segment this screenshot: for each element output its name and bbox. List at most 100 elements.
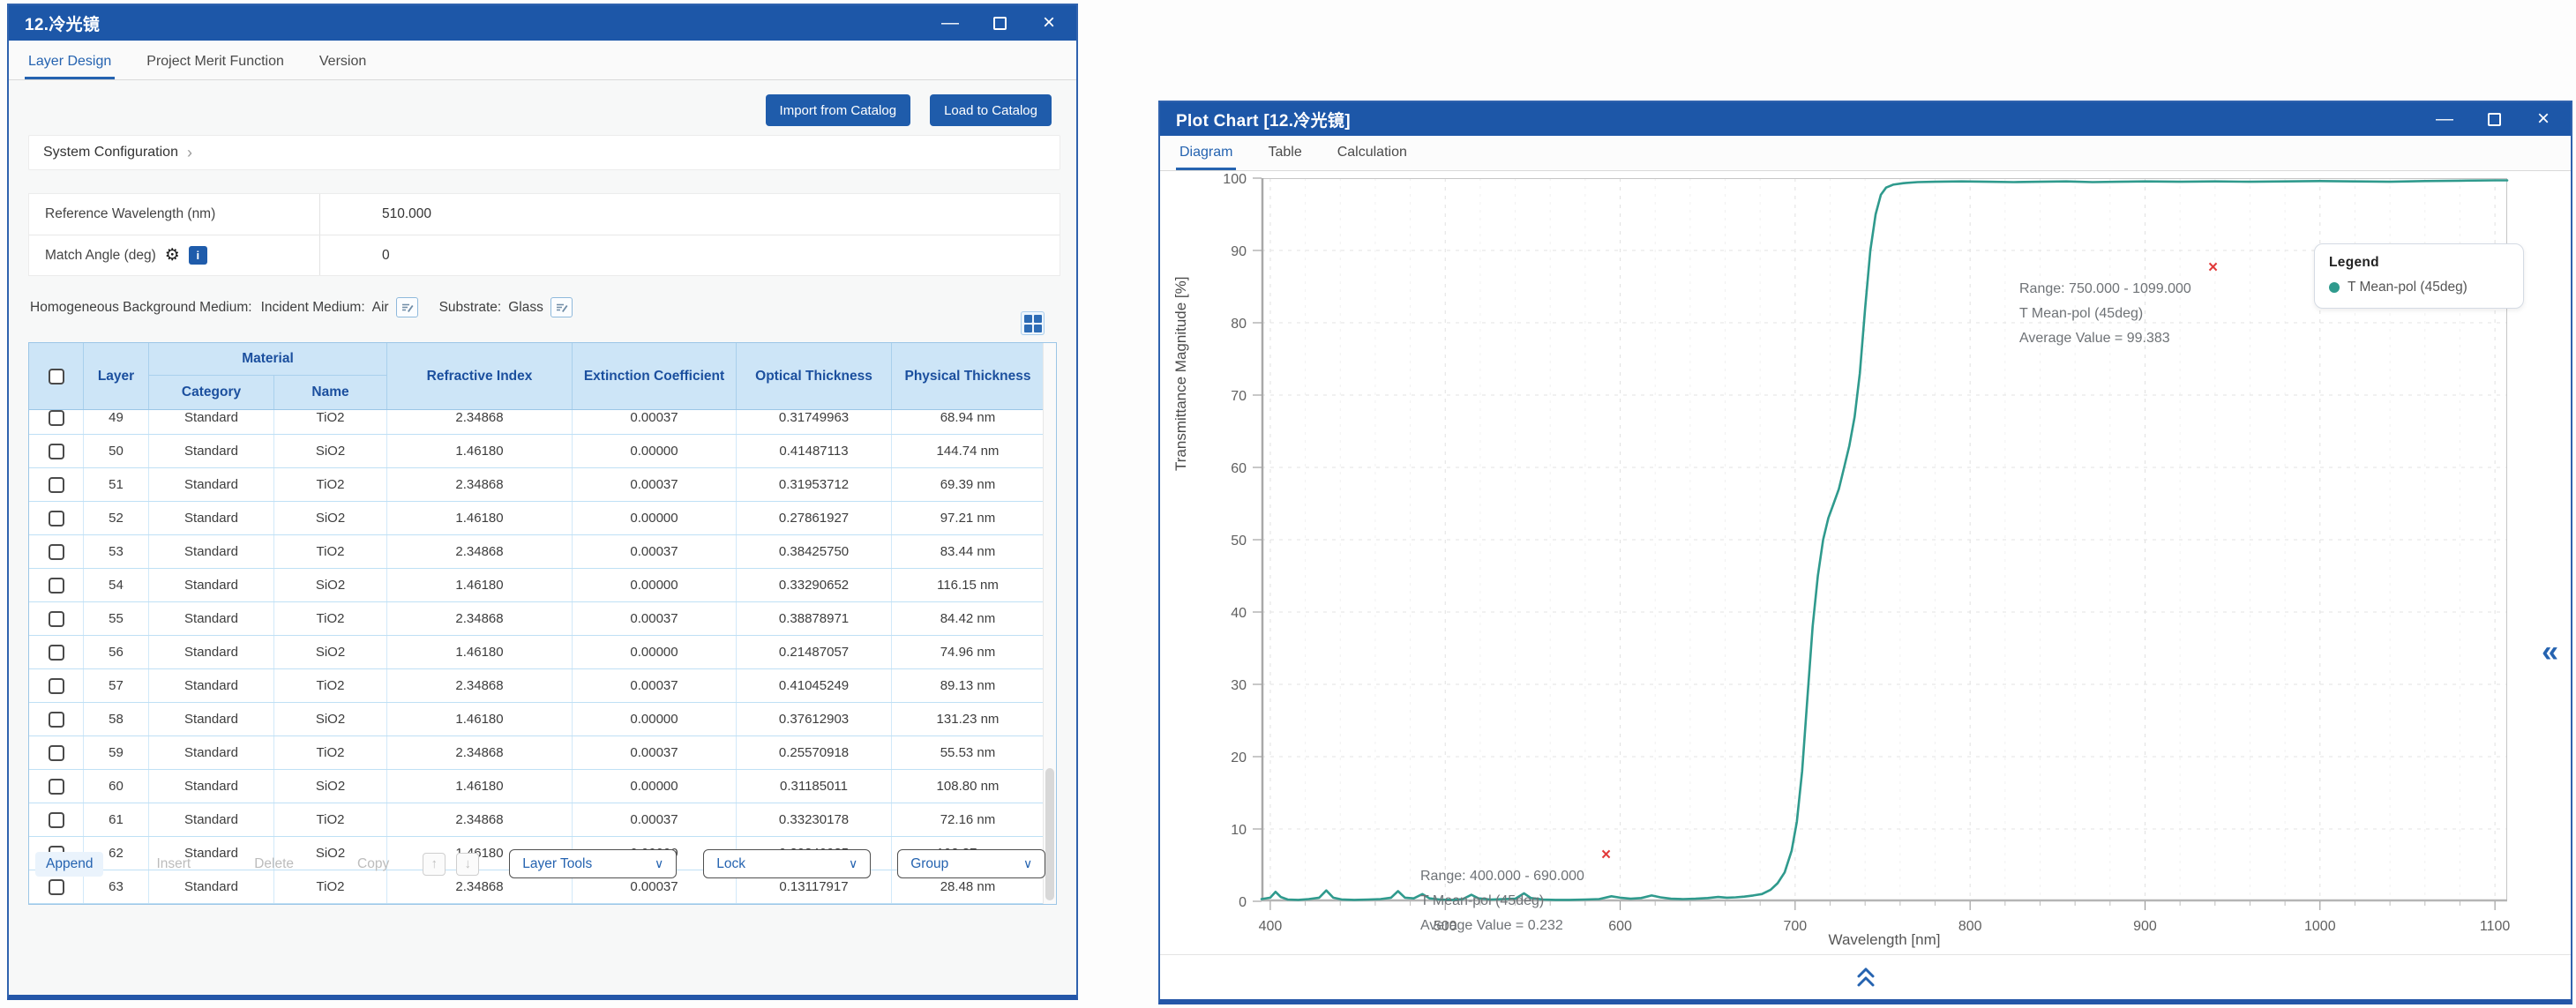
row-checkbox[interactable] [48,610,64,627]
minimize-icon[interactable]: — [2436,108,2453,129]
series-color-dot [2329,282,2340,293]
system-configuration-header[interactable]: System Configuration › [28,135,1060,170]
load-to-catalog-button[interactable]: Load to Catalog [930,94,1052,126]
table-row[interactable]: 60 Standard SiO2 1.46180 0.00000 0.31185011 10… [29,770,1044,803]
chevron-down-icon: ∨ [654,856,664,870]
tab-version[interactable]: Version [318,54,367,69]
row-checkbox[interactable] [48,744,64,761]
svg-text:40: 40 [1231,606,1247,621]
copy-button[interactable]: Copy [357,855,390,871]
bottom-strip [1160,954,2571,1004]
row-checkbox[interactable] [48,443,64,459]
table-row[interactable]: 59 Standard TiO2 2.34868 0.00037 0.25570918 55… [29,736,1044,770]
header-layer: Layer [84,343,149,409]
table-row[interactable]: 58 Standard SiO2 1.46180 0.00000 0.37612903 13… [29,703,1044,736]
substrate-value: Glass [508,299,543,315]
table-row[interactable]: 56 Standard SiO2 1.46180 0.00000 0.21487057 74… [29,636,1044,669]
lock-dropdown[interactable]: Lock ∨ [703,849,872,878]
row-checkbox[interactable] [48,410,64,426]
tab-diagram[interactable]: Diagram [1175,136,1237,170]
table-settings-grid-icon[interactable] [1021,311,1045,335]
row-checkbox[interactable] [48,577,64,594]
reference-wavelength-value[interactable]: 510.000 [382,206,432,221]
tab-calculation[interactable]: Calculation [1337,145,1407,160]
chevron-down-icon: ∨ [1022,856,1033,870]
header-material: Material [149,343,387,376]
layer-tools-dropdown[interactable]: Layer Tools ∨ [509,849,678,878]
table-row[interactable]: 52 Standard SiO2 1.46180 0.00000 0.27861927 97… [29,502,1044,535]
reference-wavelength-label: Reference Wavelength (nm) [45,206,216,221]
double-chevron-left-icon[interactable]: « [2542,635,2558,668]
table-row[interactable]: 50 Standard SiO2 1.46180 0.00000 0.41487113 14… [29,435,1044,468]
row-checkbox[interactable] [48,677,64,694]
header-category: Category [149,376,274,409]
table-scrollbar[interactable] [1043,343,1056,904]
layer-design-window: 12.冷光镜 — × Layer Design Project Merit Fu… [7,4,1078,1000]
x-axis-label: Wavelength [nm] [1828,931,1941,948]
row-checkbox[interactable] [48,476,64,493]
row-checkbox[interactable] [48,778,64,795]
table-row[interactable]: 53 Standard TiO2 2.34868 0.00037 0.38425750 83… [29,535,1044,569]
tab-table[interactable]: Table [1268,145,1302,160]
table-row[interactable]: 49 Standard TiO2 2.34868 0.00037 0.31749963 68… [29,410,1044,435]
edit-incident-medium-icon[interactable] [395,297,418,317]
move-layer-up-button[interactable]: ↑ [423,852,446,876]
layer-toolbar: Append Insert Delete Copy ↑ ↓ Layer Tool… [35,849,1072,878]
layer-table-header: Layer Material Category Name Refractive … [29,343,1044,410]
table-scrollbar-thumb[interactable] [1045,768,1054,900]
svg-text:70: 70 [1231,389,1247,404]
tab-layer-design[interactable]: Layer Design [24,45,116,79]
chevron-right-icon: › [186,143,192,161]
maximize-icon[interactable] [2482,108,2505,131]
group-dropdown[interactable]: Group ∨ [897,849,1046,878]
layer-table-viewport: 49 Standard TiO2 2.34868 0.00037 0.31749963 68… [29,410,1044,904]
table-row[interactable]: 55 Standard TiO2 2.34868 0.00037 0.38878971 84… [29,602,1044,636]
row-checkbox[interactable] [48,510,64,526]
row-checkbox[interactable] [48,711,64,728]
row-checkbox[interactable] [48,644,64,661]
table-row[interactable]: 57 Standard TiO2 2.34868 0.00037 0.41045249 89… [29,669,1044,703]
system-parameters-panel: Reference Wavelength (nm) 510.000 Match … [28,193,1060,276]
arrow-up-icon: ↑ [431,856,438,871]
maximize-icon[interactable] [988,11,1011,34]
svg-text:30: 30 [1231,678,1247,693]
row-checkbox[interactable] [48,878,64,895]
header-refractive-index: Refractive Index [387,343,573,409]
move-layer-down-button[interactable]: ↓ [456,852,480,876]
edit-substrate-icon[interactable] [550,297,573,317]
close-icon[interactable]: × [2536,107,2550,131]
right-window-titlebar: Plot Chart [12.冷光镜] — × [1160,102,2571,136]
annotation-close-icon[interactable]: × [2208,258,2219,277]
svg-text:900: 900 [2133,919,2157,934]
match-angle-value[interactable]: 0 [382,247,390,263]
svg-text:600: 600 [1608,919,1632,934]
double-chevron-up-icon[interactable] [1854,966,1877,993]
row-checkbox[interactable] [48,811,64,828]
left-window-tabbar: Layer Design Project Merit Function Vers… [9,41,1076,80]
delete-button[interactable]: Delete [254,855,295,871]
annotation-close-icon[interactable]: × [1601,846,1612,864]
svg-text:100: 100 [1223,172,1247,187]
svg-text:1000: 1000 [2304,919,2336,934]
gear-icon[interactable]: ⚙ [164,246,180,265]
close-icon[interactable]: × [1042,11,1055,34]
table-row[interactable]: 51 Standard TiO2 2.34868 0.00037 0.31953712 69… [29,468,1044,502]
svg-text:20: 20 [1231,750,1247,765]
table-row[interactable]: 54 Standard SiO2 1.46180 0.00000 0.33290652 11… [29,569,1044,602]
table-row[interactable]: 61 Standard TiO2 2.34868 0.00037 0.33230178 72… [29,803,1044,837]
match-angle-label: Match Angle (deg) [45,247,156,263]
left-window-title: 12.冷光镜 [25,15,101,34]
select-all-checkbox[interactable] [48,368,64,385]
minimize-icon[interactable]: — [941,12,959,33]
row-checkbox[interactable] [48,543,64,560]
layer-table-rows: 49 Standard TiO2 2.34868 0.00037 0.31749963 68… [29,410,1044,904]
legend-series-label: T Mean-pol (45deg) [2348,280,2467,295]
insert-button[interactable]: Insert [156,855,191,871]
import-from-catalog-button[interactable]: Import from Catalog [765,94,911,126]
annotation-low-range: Range: 400.000 - 690.000 T Mean-pol (45d… [1420,869,1584,933]
arrow-down-icon: ↓ [464,856,471,871]
info-icon[interactable]: i [188,246,207,265]
svg-text:700: 700 [1784,919,1808,934]
append-button[interactable]: Append [35,851,104,877]
tab-project-merit-function[interactable]: Project Merit Function [146,54,284,69]
